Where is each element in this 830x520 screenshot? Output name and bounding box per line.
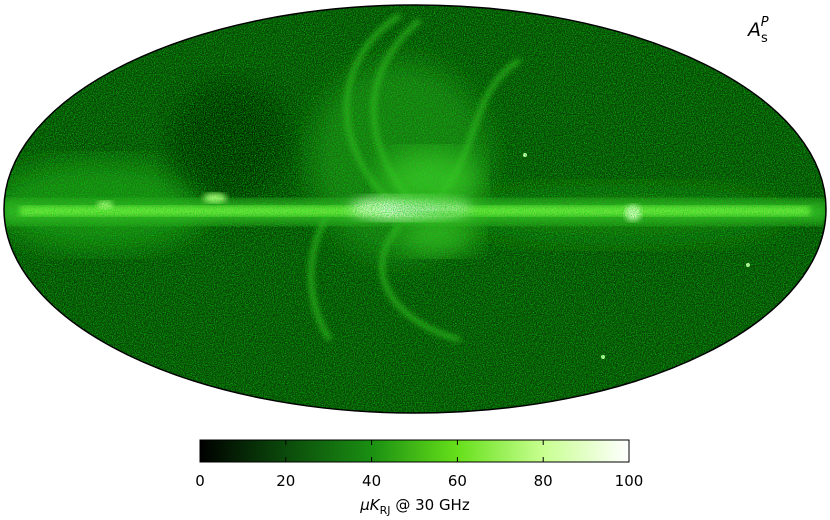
annotation-sub: s [761, 31, 768, 46]
map-outline [3, 4, 827, 414]
annotation-sup: P [761, 15, 769, 30]
colorbar-tick-label: 100 [615, 472, 644, 490]
label-sub: RJ [380, 504, 391, 517]
colorbar-tick-label: 60 [448, 472, 467, 490]
colorbar-tick-label: 40 [362, 472, 381, 490]
colorbar-label: μKRJ @ 30 GHz [359, 496, 470, 517]
map-annotation: AsP [746, 15, 769, 46]
colorbar-tick-label: 0 [195, 472, 205, 490]
colorbar [199, 439, 630, 463]
colorbar-tick-label: 20 [276, 472, 295, 490]
label-rest: @ 30 GHz [391, 496, 470, 514]
colorbar-tick-label: 80 [534, 472, 553, 490]
label-base: μK [359, 496, 381, 514]
annotation-base: A [746, 19, 761, 41]
sky-map [4, 5, 826, 413]
